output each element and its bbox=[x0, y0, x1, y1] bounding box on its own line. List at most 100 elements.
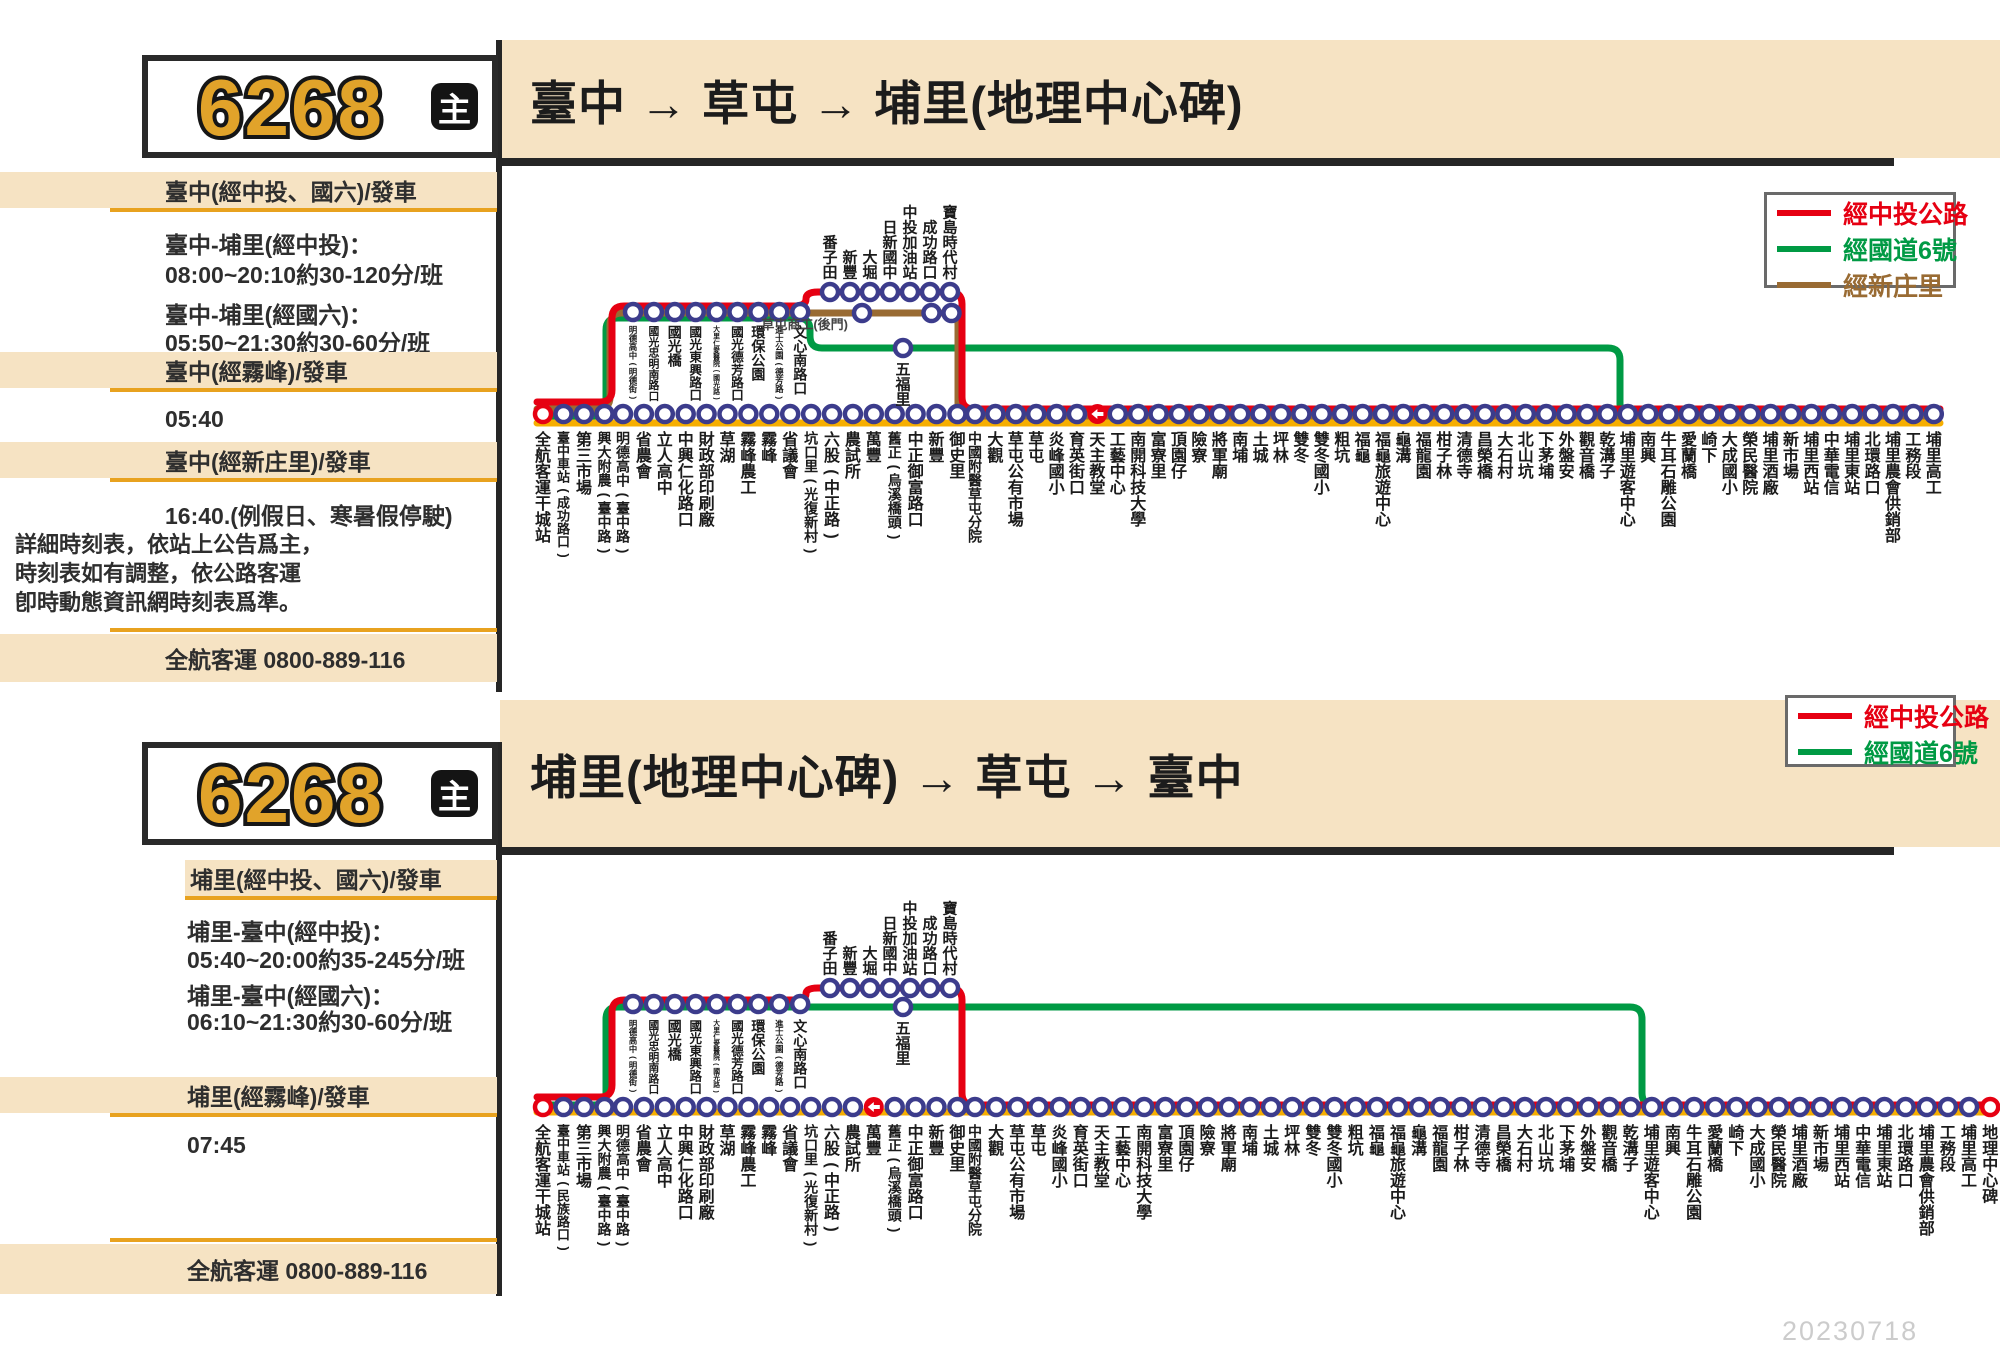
svg-text:開: 開 bbox=[1130, 447, 1146, 465]
stop-label: 新豐 bbox=[842, 248, 857, 281]
stop-circle bbox=[1789, 1096, 1811, 1118]
svg-text:寶: 寶 bbox=[942, 203, 957, 221]
svg-text:子: 子 bbox=[1599, 463, 1615, 481]
stop-label: 險寮 bbox=[1190, 430, 1208, 465]
svg-text:豐: 豐 bbox=[866, 1139, 882, 1158]
svg-text:園: 園 bbox=[1178, 1140, 1194, 1158]
stop-circle bbox=[1260, 1096, 1282, 1118]
stop-label: 北山坑 bbox=[1518, 431, 1534, 481]
svg-text:愛: 愛 bbox=[1681, 430, 1697, 449]
stop-circle bbox=[1046, 403, 1067, 425]
svg-text:時: 時 bbox=[942, 233, 957, 251]
svg-text:(: ( bbox=[887, 1158, 903, 1163]
stop-circle bbox=[1923, 403, 1945, 425]
stop-label: 番子田 bbox=[821, 233, 838, 281]
svg-text:育: 育 bbox=[1069, 430, 1085, 449]
svg-text:園: 園 bbox=[751, 1060, 765, 1076]
stop-circle bbox=[1311, 403, 1333, 425]
stop-label: 草屯 bbox=[1030, 1124, 1046, 1158]
svg-text:溪: 溪 bbox=[888, 486, 903, 502]
svg-text:石: 石 bbox=[1685, 1157, 1702, 1174]
panel1-contact-rule bbox=[110, 628, 497, 632]
svg-text:農: 農 bbox=[636, 446, 653, 465]
svg-text:大: 大 bbox=[1130, 494, 1146, 513]
svg-text:國: 國 bbox=[713, 1066, 720, 1075]
svg-text:東: 東 bbox=[1876, 1155, 1892, 1174]
svg-text:立: 立 bbox=[657, 430, 673, 449]
stop-circle bbox=[1841, 403, 1863, 425]
svg-text:埔: 埔 bbox=[1792, 1123, 1808, 1142]
svg-text:試: 試 bbox=[845, 446, 861, 465]
svg-text:農: 農 bbox=[740, 1155, 757, 1174]
svg-text:高: 高 bbox=[629, 342, 638, 352]
svg-text:路: 路 bbox=[616, 528, 631, 544]
svg-text:天: 天 bbox=[1089, 432, 1106, 449]
svg-text:公: 公 bbox=[1008, 463, 1024, 481]
svg-text:場: 場 bbox=[576, 1172, 592, 1190]
svg-text:霧: 霧 bbox=[761, 431, 778, 449]
svg-text:龜: 龜 bbox=[1390, 1139, 1406, 1158]
svg-text:市: 市 bbox=[1813, 1139, 1829, 1158]
svg-text:路: 路 bbox=[598, 528, 613, 544]
svg-text:國: 國 bbox=[968, 1137, 982, 1153]
stop-circle bbox=[1127, 403, 1149, 425]
svg-text:路: 路 bbox=[649, 1072, 660, 1085]
stop-circle bbox=[717, 1096, 738, 1118]
svg-text:國: 國 bbox=[882, 249, 897, 266]
svg-text:明: 明 bbox=[629, 367, 638, 377]
svg-text:口: 口 bbox=[731, 1082, 744, 1096]
svg-text:工: 工 bbox=[1905, 432, 1921, 449]
svg-text:試: 試 bbox=[845, 1139, 861, 1158]
svg-text:草: 草 bbox=[1008, 431, 1024, 449]
stop-circle bbox=[941, 302, 962, 324]
panel2-main-badge: 主 bbox=[431, 770, 478, 817]
svg-text:口: 口 bbox=[689, 1082, 702, 1096]
svg-text:農: 農 bbox=[740, 462, 757, 481]
svg-text:耳: 耳 bbox=[1661, 447, 1677, 465]
svg-text:心: 心 bbox=[1115, 1172, 1131, 1190]
zhongtou-line-swatch bbox=[1798, 713, 1852, 719]
svg-text:客: 客 bbox=[535, 462, 552, 481]
svg-text:國: 國 bbox=[648, 325, 659, 338]
svg-text:): ) bbox=[616, 1242, 632, 1247]
svg-text:中: 中 bbox=[1824, 430, 1840, 449]
stop-circle bbox=[1576, 403, 1598, 425]
svg-text:教: 教 bbox=[1094, 1155, 1111, 1174]
svg-text:堂: 堂 bbox=[1089, 478, 1105, 497]
stop-circle bbox=[1637, 403, 1659, 425]
svg-text:心: 心 bbox=[1620, 511, 1636, 529]
svg-text:口: 口 bbox=[1073, 1173, 1089, 1190]
svg-text:橋: 橋 bbox=[1681, 462, 1698, 481]
panel2-underline-2 bbox=[110, 1113, 497, 1117]
svg-text:中: 中 bbox=[1644, 1187, 1660, 1206]
svg-text:功: 功 bbox=[557, 509, 570, 524]
svg-text:明: 明 bbox=[629, 325, 638, 335]
stop-label: 崎下 bbox=[1728, 1123, 1744, 1158]
svg-text:豐: 豐 bbox=[842, 960, 857, 977]
svg-text:草: 草 bbox=[968, 1179, 982, 1195]
svg-text:北: 北 bbox=[1538, 1124, 1554, 1142]
svg-text:高: 高 bbox=[657, 462, 673, 481]
stop-circle bbox=[1107, 403, 1129, 425]
stop-circle bbox=[1493, 1096, 1514, 1118]
stop-circle bbox=[947, 1096, 968, 1118]
svg-text:富: 富 bbox=[908, 1171, 924, 1190]
svg-text:中: 中 bbox=[678, 430, 694, 449]
svg-text:中: 中 bbox=[908, 430, 924, 449]
svg-text:碑: 碑 bbox=[1982, 1187, 1998, 1206]
stop-label: 南興 bbox=[1640, 430, 1656, 465]
svg-text:草: 草 bbox=[719, 431, 735, 449]
svg-text:霧: 霧 bbox=[740, 1124, 757, 1142]
svg-text:高: 高 bbox=[1926, 462, 1942, 481]
svg-text:中: 中 bbox=[598, 1207, 612, 1223]
svg-text:軍: 軍 bbox=[1221, 1140, 1237, 1158]
stop-label: 五福里 bbox=[894, 361, 910, 408]
svg-text:正: 正 bbox=[908, 448, 924, 465]
